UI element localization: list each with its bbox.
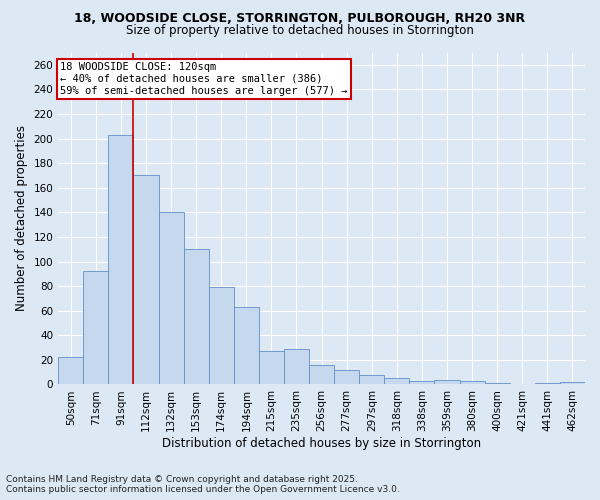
Text: 18 WOODSIDE CLOSE: 120sqm
← 40% of detached houses are smaller (386)
59% of semi: 18 WOODSIDE CLOSE: 120sqm ← 40% of detac… <box>60 62 347 96</box>
Bar <box>184 249 209 384</box>
Bar <box>385 378 409 384</box>
Bar <box>535 383 560 384</box>
Text: 18, WOODSIDE CLOSE, STORRINGTON, PULBOROUGH, RH20 3NR: 18, WOODSIDE CLOSE, STORRINGTON, PULBORO… <box>74 12 526 26</box>
Bar <box>234 307 259 384</box>
Y-axis label: Number of detached properties: Number of detached properties <box>15 126 28 312</box>
Text: Size of property relative to detached houses in Storrington: Size of property relative to detached ho… <box>126 24 474 37</box>
Bar <box>359 374 385 384</box>
Bar <box>485 383 510 384</box>
Text: Contains HM Land Registry data © Crown copyright and database right 2025.
Contai: Contains HM Land Registry data © Crown c… <box>6 474 400 494</box>
Bar <box>284 349 309 384</box>
Bar <box>460 381 485 384</box>
Bar <box>434 380 460 384</box>
X-axis label: Distribution of detached houses by size in Storrington: Distribution of detached houses by size … <box>162 437 481 450</box>
Bar <box>58 358 83 384</box>
Bar <box>309 365 334 384</box>
Bar <box>334 370 359 384</box>
Bar <box>209 288 234 384</box>
Bar <box>259 352 284 384</box>
Bar <box>158 212 184 384</box>
Bar <box>560 382 585 384</box>
Bar <box>133 176 158 384</box>
Bar <box>409 381 434 384</box>
Bar <box>109 135 133 384</box>
Bar <box>83 272 109 384</box>
